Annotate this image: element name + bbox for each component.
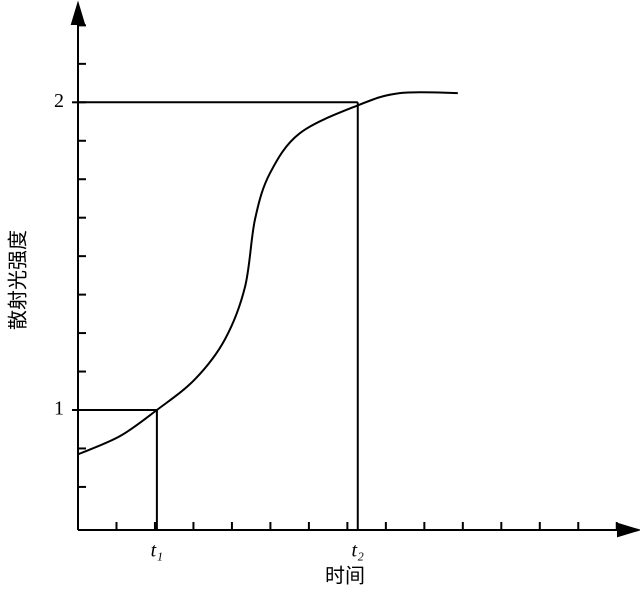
x-axis-label: 时间	[325, 565, 365, 588]
curve	[77, 91, 458, 456]
x-axis-arrow	[617, 522, 640, 538]
y-axis-arrow	[70, 0, 86, 25]
y-tick-label: 1	[54, 398, 64, 420]
y-axis-label: 散射光强度	[7, 230, 30, 330]
y-tick-label: 2	[54, 90, 64, 112]
x-tick-label: t₂	[352, 540, 365, 562]
x-tick-label: t₁	[151, 540, 164, 562]
